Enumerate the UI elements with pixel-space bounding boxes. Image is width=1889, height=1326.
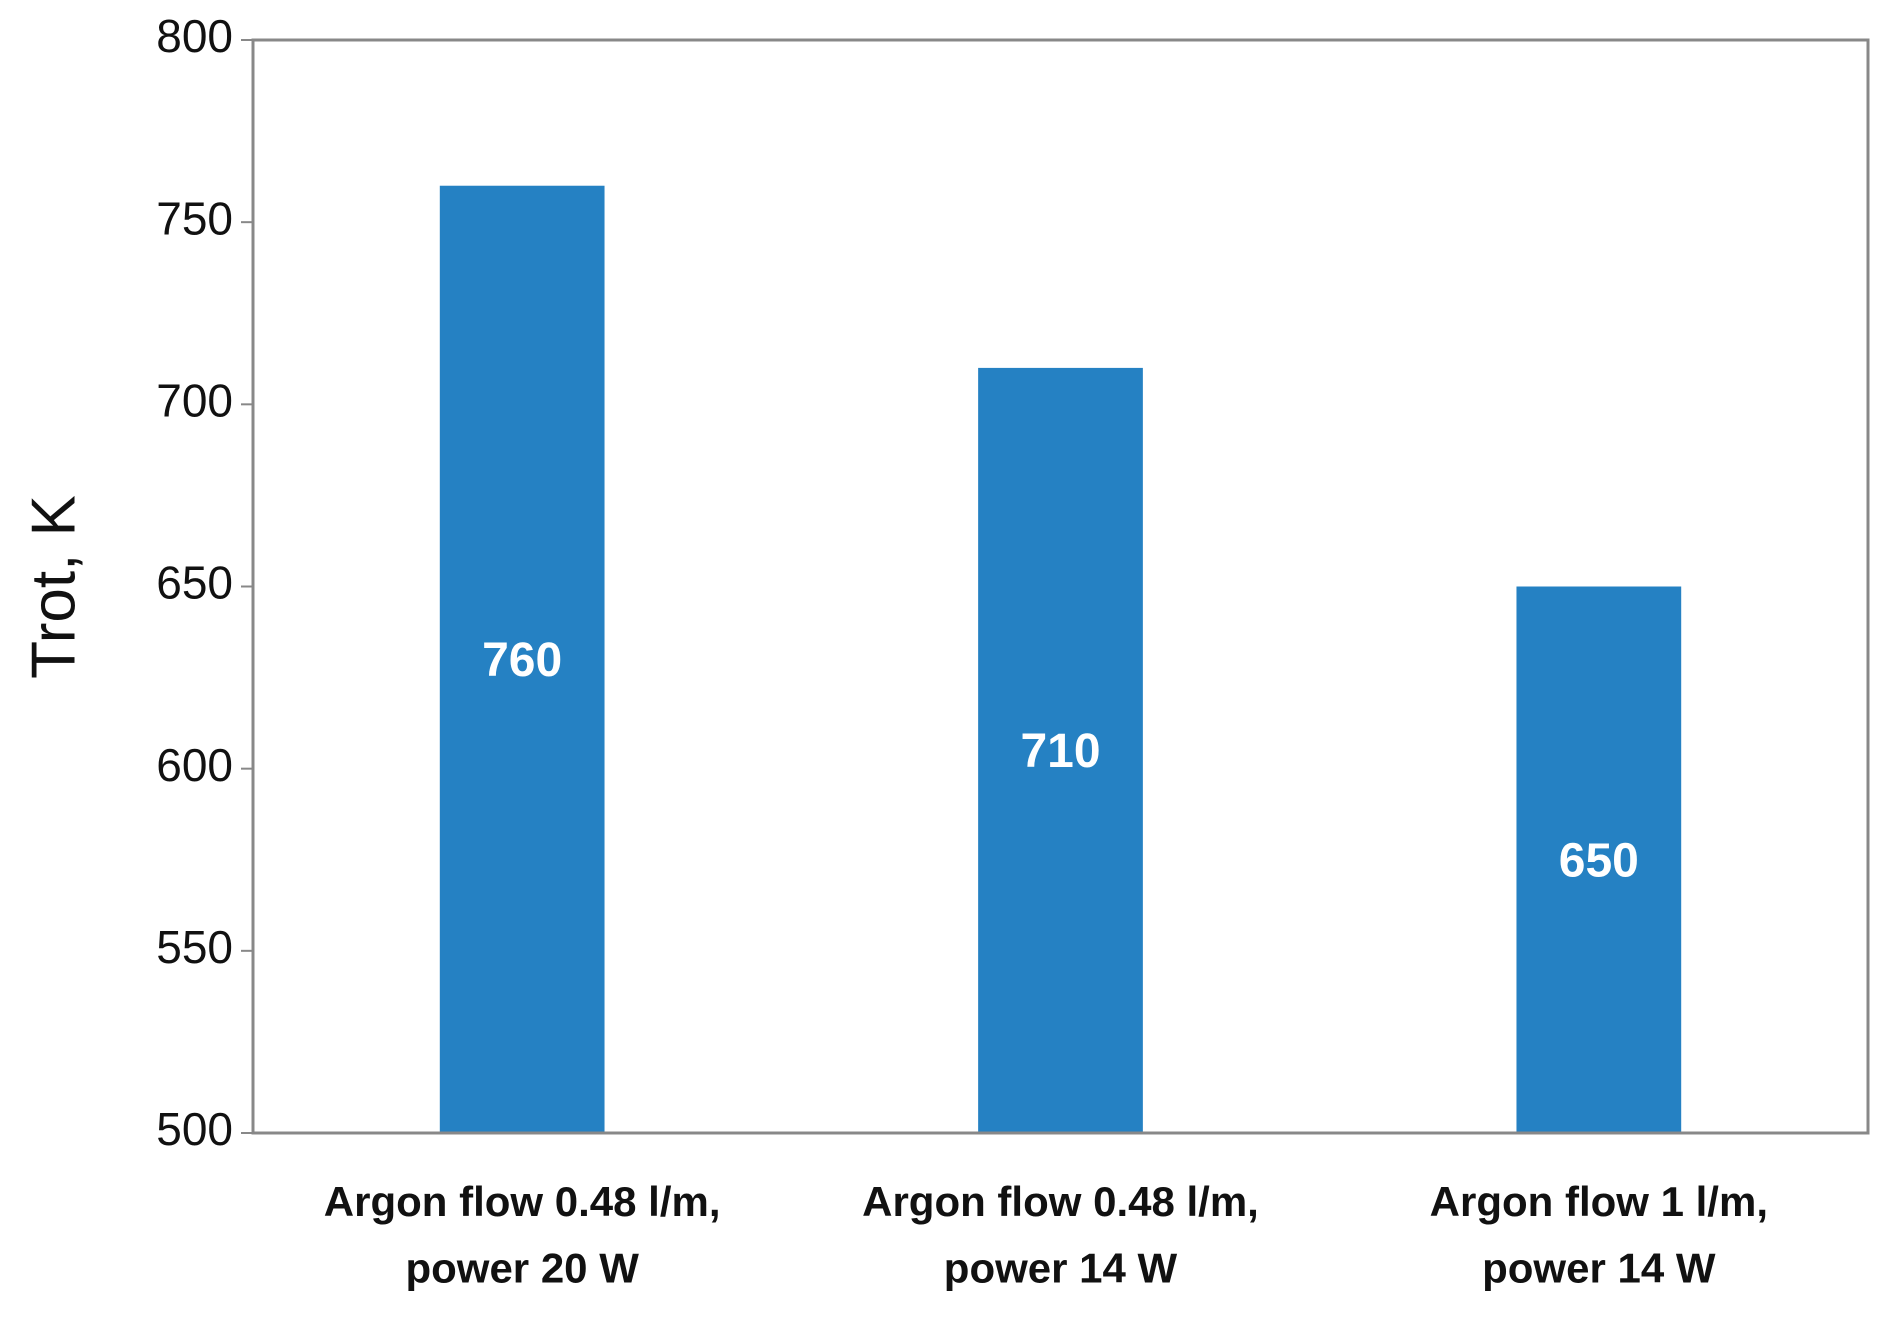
y-tick-label: 600 — [156, 739, 233, 791]
plot-frame — [251, 38, 1870, 1135]
y-tick-label: 800 — [156, 10, 233, 62]
bar — [978, 367, 1143, 1133]
y-tick-label: 650 — [156, 557, 233, 609]
data-label: 760 — [482, 634, 562, 687]
x-tick-label: Argon flow 1 l/m, power 14 W — [1430, 1178, 1768, 1291]
x-tick-label: Argon flow 0.48 l/m, power 14 W — [862, 1178, 1259, 1291]
y-tick-label: 700 — [156, 374, 233, 426]
y-tick-label: 500 — [156, 1103, 233, 1155]
y-axis-title: Trot, K — [19, 495, 88, 679]
x-tick-label: Argon flow 0.48 l/m, power 20 W — [324, 1178, 721, 1291]
data-label: 710 — [1020, 725, 1100, 778]
y-tick-label: 750 — [156, 192, 233, 244]
bar — [439, 185, 605, 1133]
y-tick-label: 550 — [156, 921, 233, 973]
data-label: 650 — [1559, 834, 1639, 887]
bar — [1516, 586, 1682, 1133]
